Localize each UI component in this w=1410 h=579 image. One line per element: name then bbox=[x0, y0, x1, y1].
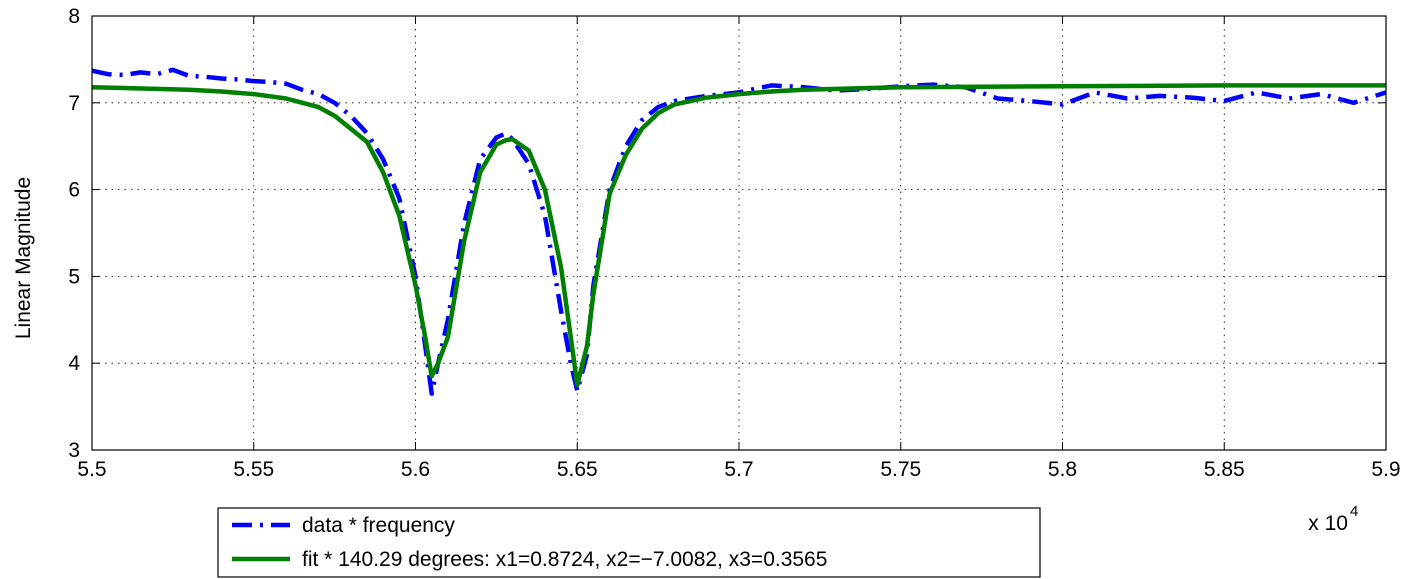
y-axis-label: Linear Magnitude bbox=[12, 177, 35, 339]
tick-labels: 5.5 5.55 5.6 5.65 5.7 5.75 5.8 5.85 5.9 3 4 5 6 7 8 bbox=[68, 5, 1400, 481]
x-tick-label: 5.85 bbox=[1204, 458, 1245, 481]
x-multiplier-label: x 10 bbox=[1308, 512, 1348, 535]
series-layer bbox=[92, 67, 1386, 396]
legend-box bbox=[217, 507, 1041, 578]
x-tick-label: 5.55 bbox=[233, 458, 274, 481]
x-multiplier-exponent: 4 bbox=[1350, 503, 1358, 520]
y-tick-label: 5 bbox=[68, 265, 80, 288]
y-tick-label: 4 bbox=[68, 352, 80, 375]
y-tick-label: 8 bbox=[68, 5, 80, 28]
legend: data * frequency fit * 140.29 degrees: x… bbox=[217, 507, 1041, 578]
grid-lines bbox=[92, 16, 1386, 450]
legend-label-data: data * frequency bbox=[302, 514, 455, 537]
y-tick-label: 6 bbox=[68, 179, 80, 202]
x-tick-label: 5.6 bbox=[401, 458, 430, 481]
x-tick-label: 5.8 bbox=[1048, 458, 1077, 481]
x-tick-label: 5.75 bbox=[880, 458, 921, 481]
data-series-line bbox=[92, 67, 1386, 396]
axis-ticks bbox=[91, 15, 1387, 451]
y-tick-label: 3 bbox=[68, 439, 80, 462]
x-tick-label: 5.9 bbox=[1371, 458, 1400, 481]
x-tick-label: 5.7 bbox=[724, 458, 753, 481]
legend-label-fit: fit * 140.29 degrees: x1=0.8724, x2=−7.0… bbox=[302, 548, 827, 571]
fit-series-line bbox=[92, 83, 1386, 388]
x-multiplier: x 10 4 bbox=[1308, 503, 1358, 535]
x-tick-label: 5.65 bbox=[557, 458, 598, 481]
x-tick-label: 5.5 bbox=[77, 458, 106, 481]
y-tick-label: 7 bbox=[68, 92, 80, 115]
